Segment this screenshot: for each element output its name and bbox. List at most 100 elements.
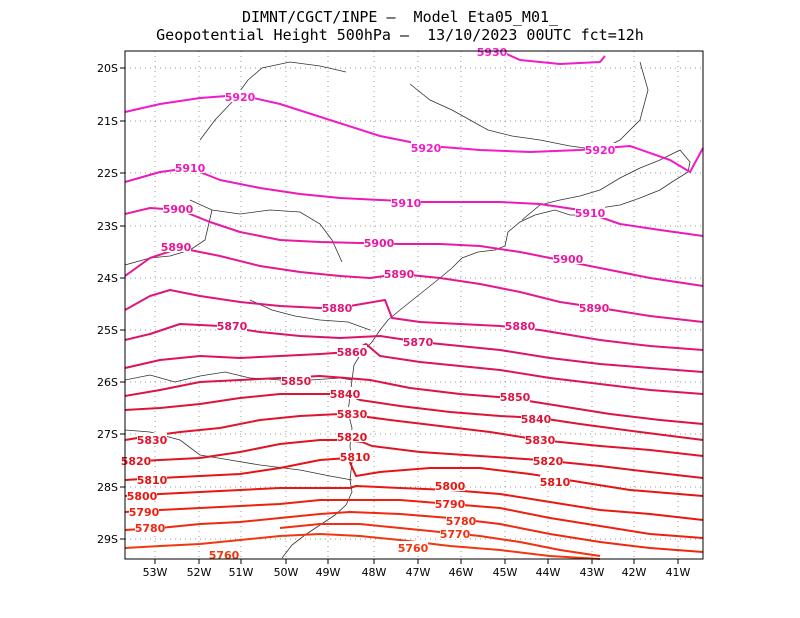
chart-title-line2: Geopotential Height 500hPa – 13/10/2023 … — [156, 26, 644, 44]
contour-label-5890: 5890 — [579, 302, 610, 315]
contour-label-bg — [217, 319, 247, 331]
contour-label-bg — [127, 489, 157, 501]
contour-label-5850: 5850 — [281, 375, 312, 388]
lat-tick-label: 27S — [97, 428, 118, 441]
contour-label-5910: 5910 — [175, 162, 206, 175]
contour-label-bg — [121, 454, 151, 466]
lon-tick-label: 45W — [493, 566, 518, 579]
contour-label-5900: 5900 — [163, 203, 194, 216]
state-border-1 — [124, 371, 353, 383]
contour-label-bg — [391, 196, 421, 208]
lon-tick-label: 52W — [187, 566, 212, 579]
contour-label-5830: 5830 — [137, 434, 168, 447]
contour-label-bg — [135, 521, 165, 533]
contour-label-bg — [163, 202, 193, 214]
axis-ticks: 53W 52W 51W 50W 49W 48W 47W 46W 45W 44W 43W 42W 41W 2… — [97, 62, 691, 579]
contour-label-bg — [440, 527, 470, 539]
contour-label-bg — [500, 390, 530, 402]
contour-label-5900: 5900 — [553, 253, 584, 266]
contour-label-5900: 5900 — [364, 237, 395, 250]
contour-label-5760: 5760 — [398, 542, 429, 555]
contour-label-5780: 5780 — [135, 522, 166, 535]
contour-label-5850: 5850 — [500, 391, 531, 404]
lon-tick-label: 44W — [536, 566, 561, 579]
contour-5840 — [124, 393, 704, 441]
contour-5760 — [124, 533, 601, 560]
contour-label-5870: 5870 — [403, 336, 434, 349]
contour-label-5810: 5810 — [340, 451, 371, 464]
contour-label-bg — [175, 161, 205, 173]
contour-5830 — [124, 413, 704, 457]
contour-label-bg — [340, 450, 370, 462]
contour-5780 — [124, 511, 704, 553]
contour-label-5840: 5840 — [330, 388, 361, 401]
lon-tick-label: 42W — [622, 566, 647, 579]
lat-tick-label: 22S — [97, 167, 118, 180]
chart-title-line1: DIMNT/CGCT/INPE – Model Eta05_M01_ — [241, 8, 559, 26]
contour-label-5840: 5840 — [521, 413, 552, 426]
contour-label-5790: 5790 — [435, 498, 466, 511]
contour-5850 — [124, 375, 704, 425]
contour-label-5920: 5920 — [411, 142, 442, 155]
contour-label-5910: 5910 — [391, 197, 422, 210]
contour-label-bg — [403, 335, 433, 347]
contour-label-5790: 5790 — [129, 506, 160, 519]
contour-label-bg — [398, 541, 428, 553]
lat-tick-label: 26S — [97, 376, 118, 389]
contour-5860 — [124, 343, 704, 395]
contour-label-5810: 5810 — [540, 476, 571, 489]
contour-label-bg — [337, 407, 367, 419]
lon-tick-label: 48W — [362, 566, 387, 579]
contour-label-bg — [330, 387, 360, 399]
contour-label-bg — [225, 90, 255, 102]
lon-tick-label: 46W — [449, 566, 474, 579]
lat-tick-label: 20S — [97, 62, 118, 75]
contour-label-5870: 5870 — [217, 320, 248, 333]
contour-label-5930: 5930 — [477, 46, 508, 59]
contour-label-bg — [540, 475, 570, 487]
contour-label-bg — [585, 143, 615, 155]
state-border-8 — [124, 209, 213, 266]
contour-label-bg — [129, 505, 159, 517]
contour-label-bg — [505, 319, 535, 331]
contour-label-5780: 5780 — [446, 515, 477, 528]
contour-label-bg — [575, 206, 605, 218]
contour-label-bg — [435, 497, 465, 509]
coastline-and-borders — [124, 61, 691, 559]
lon-tick-label: 43W — [580, 566, 605, 579]
state-border-4 — [189, 199, 343, 263]
contour-label-5920: 5920 — [585, 144, 616, 157]
state-border-5 — [199, 61, 347, 141]
contour-label-bg — [161, 240, 191, 252]
contour-5920 — [124, 94, 704, 173]
contour-label-bg — [579, 301, 609, 313]
contour-label-bg — [553, 252, 583, 264]
state-border-6 — [409, 61, 649, 151]
contour-label-5820: 5820 — [533, 455, 564, 468]
contour-5800 — [124, 485, 704, 521]
lon-tick-label: 49W — [316, 566, 341, 579]
contour-label-bg — [364, 236, 394, 248]
contour-5820 — [124, 439, 704, 479]
contour-label-bg — [521, 412, 551, 424]
contour-label-5880: 5880 — [505, 320, 536, 333]
contour-label-5830: 5830 — [337, 408, 368, 421]
lon-tick-label: 47W — [406, 566, 431, 579]
contour-label-5770: 5770 — [440, 528, 471, 541]
contour-5880 — [124, 289, 704, 351]
map-frame — [124, 50, 704, 560]
contour-label-bg — [322, 301, 352, 313]
lat-tick-label: 29S — [97, 533, 118, 546]
contour-5810 — [124, 457, 704, 497]
contour-label-5800: 5800 — [435, 480, 466, 493]
contour-label-5830: 5830 — [525, 434, 556, 447]
contour-label-5820: 5820 — [337, 431, 368, 444]
contour-label-5810: 5810 — [137, 474, 168, 487]
contour-label-bg — [209, 548, 239, 560]
contour-5890 — [124, 247, 704, 323]
contour-label-bg — [446, 514, 476, 526]
lat-tick-label: 28S — [97, 481, 118, 494]
contour-label-5800: 5800 — [127, 490, 158, 503]
contour-label-bg — [337, 345, 367, 357]
